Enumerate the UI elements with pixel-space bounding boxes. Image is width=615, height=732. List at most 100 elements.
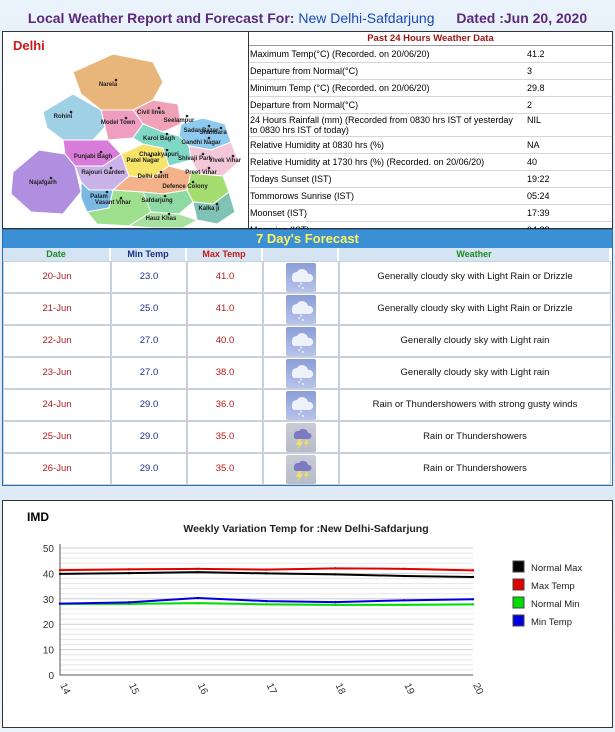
- series-point: [265, 568, 268, 571]
- thunderstorm-icon: [286, 455, 316, 484]
- forecast-panel: 7 Day's Forecast Date Min Temp Max Temp …: [2, 229, 613, 486]
- forecast-weather: Generally cloudy sky with Light Rain or …: [339, 261, 611, 293]
- forecast-max-temp: 40.0: [187, 325, 263, 357]
- forecast-max-temp: 35.0: [187, 453, 263, 485]
- map-area-label[interactable]: Shahdara: [199, 130, 227, 136]
- map-region-hauz-khas[interactable]: [127, 211, 199, 228]
- series-point: [471, 575, 475, 579]
- stats-row: Relative Humidity at 0830 hrs (%) NA: [249, 137, 612, 154]
- map-area-label[interactable]: Gandhi Nagar: [181, 140, 221, 146]
- series-point: [334, 567, 337, 570]
- forecast-min-temp: 25.0: [111, 293, 187, 325]
- stats-label: Moonset (IST): [250, 208, 308, 218]
- map-area-label[interactable]: Najafgarh: [29, 180, 57, 186]
- map-region-central[interactable]: [132, 123, 192, 167]
- map-area-label[interactable]: Preet Vihar: [185, 170, 217, 176]
- cloud-rain-icon: [286, 391, 316, 420]
- map-area-dot: [191, 180, 195, 184]
- map-area-dot: [119, 196, 123, 200]
- y-tick-label: 20: [43, 620, 55, 631]
- x-tick-label: 15: [126, 682, 141, 697]
- map-area-dot: [149, 154, 153, 158]
- series-point: [402, 574, 406, 578]
- map-area-dot: [201, 152, 205, 156]
- legend-swatch: [512, 596, 525, 609]
- map-title: Delhi: [13, 38, 45, 53]
- forecast-weather: Rain or Thundershowers: [339, 421, 611, 453]
- map-area-label[interactable]: Punjabi Bagh: [74, 154, 113, 160]
- map-area-dot: [231, 154, 235, 158]
- map-area-label[interactable]: Delhi cantt: [138, 174, 169, 180]
- map-region-preet-vihar[interactable]: [188, 141, 240, 177]
- stats-row: Maximum Temp(°C) (Recorded. on 20/06/20)…: [249, 46, 612, 63]
- map-area-label[interactable]: Palam: [90, 194, 108, 200]
- series-point: [471, 598, 475, 601]
- stats-row: Tommorows Sunrise (IST) 05:24: [249, 188, 612, 205]
- stats-row: Relative Humidity at 1730 hrs (%) (Recor…: [249, 154, 612, 171]
- delhi-district-map[interactable]: Narela Rohini Civil lines Model Town Sadar B…: [3, 32, 249, 228]
- x-tick-label: 14: [57, 682, 72, 697]
- forecast-date: 25-Jun: [3, 421, 111, 453]
- y-tick-label: 50: [43, 544, 55, 555]
- map-area-label[interactable]: Rajouri Garden: [81, 170, 125, 176]
- forecast-min-temp: 23.0: [111, 261, 187, 293]
- forecast-min-temp: 27.0: [111, 325, 187, 357]
- map-area-dot: [99, 150, 103, 154]
- map-area-label[interactable]: Hauz Khas: [146, 216, 177, 222]
- forecast-weather: Generally cloudy sky with Light rain: [339, 325, 611, 357]
- legend-swatch: [512, 578, 525, 591]
- legend-label: Normal Max: [531, 563, 582, 574]
- map-area-label[interactable]: Shivaji Park: [178, 156, 213, 162]
- map-area-label[interactable]: Vasant Vihar: [95, 200, 132, 206]
- forecast-min-temp: 27.0: [111, 357, 187, 389]
- map-area-label[interactable]: Sadar Bazar: [184, 128, 219, 134]
- map-area-dot: [159, 170, 163, 174]
- map-area-label[interactable]: Civil lines: [137, 110, 166, 116]
- map-area-dot: [215, 202, 219, 206]
- series-point: [265, 599, 268, 603]
- stats-value: 2: [527, 100, 533, 110]
- map-area-label[interactable]: Seelampur: [164, 118, 195, 124]
- cloud-rain-icon: [286, 295, 316, 324]
- header-max-temp: Max Temp: [187, 248, 261, 261]
- legend-swatch: [512, 614, 525, 627]
- legend-label: Max Temp: [531, 581, 575, 592]
- map-area-label[interactable]: Narela: [99, 82, 118, 88]
- series-point: [196, 601, 199, 605]
- map-region-rohini[interactable]: [42, 93, 106, 141]
- forecast-icon-cell: [263, 325, 339, 357]
- series-point: [402, 599, 406, 602]
- map-area-label[interactable]: Vivek Vihar: [209, 158, 242, 164]
- map-area-label[interactable]: Chanakyapuri: [139, 152, 179, 158]
- forecast-max-temp: 41.0: [187, 261, 263, 293]
- forecast-min-temp: 29.0: [111, 389, 187, 421]
- stats-value: 29.8: [527, 83, 545, 93]
- map-area-dot: [163, 194, 167, 198]
- series-point: [196, 596, 199, 600]
- stats-label: Relative Humidity at 0830 hrs (%): [250, 140, 385, 150]
- stats-label: Tommorows Sunrise (IST): [250, 191, 355, 201]
- title-location: New Delhi-Safdarjung: [298, 10, 435, 26]
- chart-title: Weekly Variation Temp for :New Delhi-Saf…: [183, 523, 428, 535]
- series-point: [334, 600, 337, 604]
- map-area-dot: [124, 116, 128, 120]
- legend-label: Min Temp: [531, 617, 572, 628]
- map-area-label[interactable]: Kalka ji: [198, 206, 219, 212]
- map-area-label[interactable]: Defence Colony: [162, 184, 208, 190]
- past-24h-table: Past 24 Hours Weather Data Maximum Temp(…: [249, 32, 612, 239]
- map-area-dot: [185, 114, 189, 118]
- forecast-weather: Generally cloudy sky with Light Rain or …: [339, 293, 611, 325]
- stats-row: 24 Hours Rainfall (mm) (Recorded from 08…: [249, 114, 612, 137]
- header-min-temp: Min Temp: [111, 248, 185, 261]
- cloud-rain-icon: [286, 359, 316, 388]
- map-area-label[interactable]: Model Town: [101, 120, 136, 126]
- stats-value: NIL: [527, 115, 542, 125]
- map-area-dot: [49, 176, 53, 180]
- map-area-label[interactable]: Safdarjung: [141, 198, 173, 204]
- x-tick-label: 18: [333, 682, 348, 697]
- map-area-label[interactable]: Rohini: [54, 114, 73, 120]
- map-area-label[interactable]: Patel Nagar: [126, 158, 160, 164]
- forecast-icon-cell: [263, 293, 339, 325]
- header-weather: Weather: [339, 248, 609, 261]
- map-area-label[interactable]: Karol Bagh: [143, 136, 175, 142]
